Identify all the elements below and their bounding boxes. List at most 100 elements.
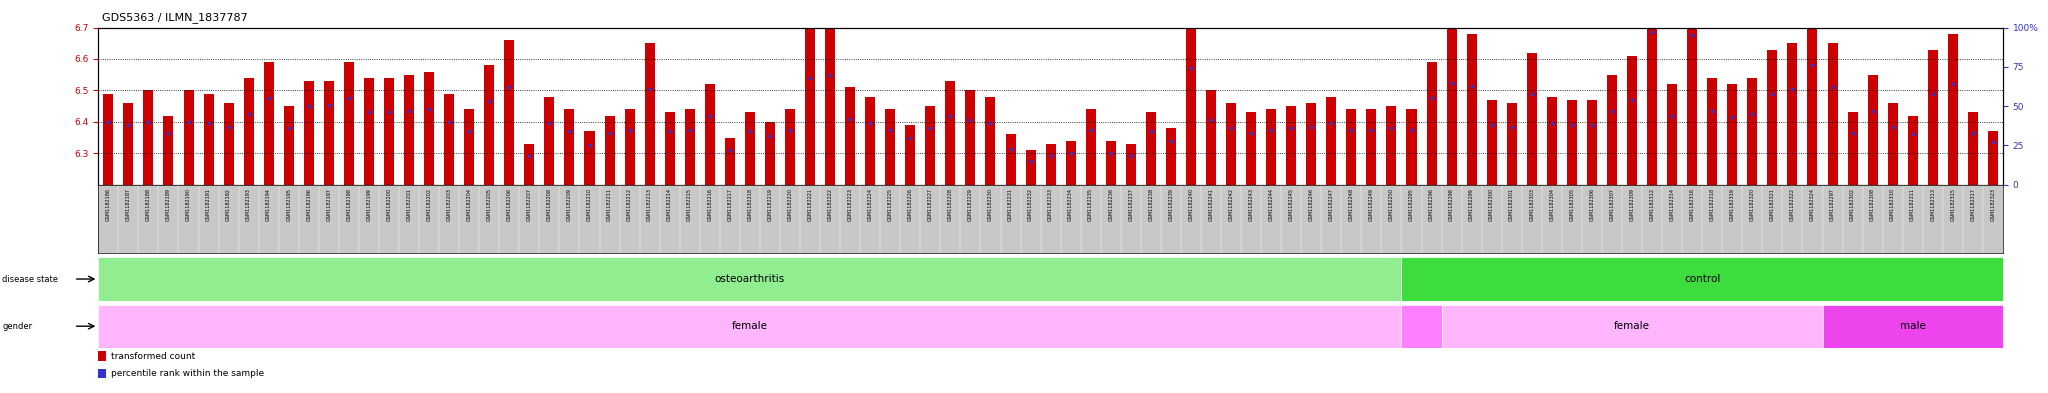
Text: GSM1182204: GSM1182204: [467, 188, 471, 221]
Text: GSM1182196: GSM1182196: [307, 188, 311, 221]
Bar: [1366, 109, 1376, 185]
Text: GSM1182299: GSM1182299: [1468, 188, 1475, 221]
Text: GSM1182193: GSM1182193: [246, 188, 252, 221]
Bar: [1587, 100, 1597, 185]
Bar: [645, 43, 655, 185]
Text: GSM1182239: GSM1182239: [1169, 188, 1174, 221]
Bar: [385, 78, 393, 185]
Text: GSM1182300: GSM1182300: [1489, 188, 1495, 221]
Text: GSM1182222: GSM1182222: [827, 188, 834, 221]
Text: transformed count: transformed count: [111, 352, 195, 360]
Bar: [1868, 75, 1878, 185]
Text: GSM1182301: GSM1182301: [1509, 188, 1513, 221]
Bar: [164, 116, 174, 185]
Text: GSM1182214: GSM1182214: [668, 188, 672, 221]
Bar: [1442, 305, 1823, 348]
Bar: [565, 109, 573, 185]
Text: GSM1182192: GSM1182192: [225, 188, 231, 221]
Text: GSM1182208: GSM1182208: [547, 188, 551, 221]
Bar: [545, 97, 555, 185]
Text: osteoarthritis: osteoarthritis: [715, 274, 784, 284]
Text: GSM1182309: GSM1182309: [1630, 188, 1634, 221]
Bar: [926, 106, 936, 185]
Text: percentile rank within the sample: percentile rank within the sample: [111, 369, 264, 378]
Text: GSM1182237: GSM1182237: [1128, 188, 1133, 221]
Bar: [324, 81, 334, 185]
Text: GSM1182223: GSM1182223: [848, 188, 852, 221]
Bar: [524, 144, 535, 185]
Bar: [504, 40, 514, 185]
Bar: [344, 62, 354, 185]
Text: GSM1182205: GSM1182205: [487, 188, 492, 221]
Text: GSM1182307: GSM1182307: [1610, 188, 1614, 221]
Bar: [1626, 56, 1636, 185]
Bar: [745, 112, 756, 185]
Bar: [264, 62, 274, 185]
Bar: [424, 72, 434, 185]
Text: GSM1182217: GSM1182217: [727, 188, 733, 221]
Text: GSM1182296: GSM1182296: [1430, 188, 1434, 221]
Bar: [1026, 150, 1036, 185]
Bar: [705, 84, 715, 185]
Text: male: male: [1901, 321, 1925, 331]
Bar: [885, 109, 895, 185]
Text: GSM1182319: GSM1182319: [1731, 188, 1735, 221]
Bar: [403, 75, 414, 185]
Text: control: control: [1683, 274, 1720, 284]
Text: GSM1182303: GSM1182303: [1530, 188, 1534, 221]
Text: disease state: disease state: [2, 275, 57, 283]
Bar: [905, 125, 915, 185]
Text: GSM1182194: GSM1182194: [266, 188, 270, 221]
Text: GSM1182225: GSM1182225: [887, 188, 893, 221]
Text: GSM1182218: GSM1182218: [748, 188, 752, 221]
Text: GSM1182324: GSM1182324: [1810, 188, 1815, 221]
Bar: [725, 138, 735, 185]
Text: GSM1182246: GSM1182246: [1309, 188, 1313, 221]
Bar: [1327, 97, 1335, 185]
Text: GSM1182187: GSM1182187: [125, 188, 131, 221]
Text: GSM1182243: GSM1182243: [1249, 188, 1253, 221]
Text: GSM1182206: GSM1182206: [506, 188, 512, 221]
Text: GSM1182314: GSM1182314: [1669, 188, 1675, 221]
Bar: [223, 103, 233, 185]
Text: GSM1182219: GSM1182219: [768, 188, 772, 221]
Bar: [1647, 0, 1657, 185]
Bar: [1726, 84, 1737, 185]
Text: GSM1182245: GSM1182245: [1288, 188, 1294, 221]
Text: GSM1182297: GSM1182297: [1831, 188, 1835, 221]
Bar: [1927, 50, 1937, 185]
Bar: [244, 78, 254, 185]
Text: GSM1182323: GSM1182323: [1991, 188, 1995, 221]
Text: GSM1182199: GSM1182199: [367, 188, 371, 221]
Bar: [1286, 106, 1296, 185]
Text: GSM1182236: GSM1182236: [1108, 188, 1114, 221]
Text: GSM1182189: GSM1182189: [166, 188, 170, 221]
Text: GSM1182317: GSM1182317: [1970, 188, 1976, 221]
Bar: [184, 90, 193, 185]
Text: GSM1182227: GSM1182227: [928, 188, 932, 221]
Text: GSM1182250: GSM1182250: [1389, 188, 1395, 221]
Bar: [1989, 131, 1999, 185]
Text: GSM1182232: GSM1182232: [1028, 188, 1032, 221]
Bar: [1266, 109, 1276, 185]
Text: GSM1182207: GSM1182207: [526, 188, 532, 221]
Text: GSM1182231: GSM1182231: [1008, 188, 1014, 221]
Bar: [1827, 43, 1837, 185]
Bar: [1487, 100, 1497, 185]
Text: GSM1182318: GSM1182318: [1710, 188, 1714, 221]
Bar: [1085, 109, 1096, 185]
Text: GSM1182242: GSM1182242: [1229, 188, 1233, 221]
Text: GSM1182302: GSM1182302: [1849, 188, 1855, 221]
Bar: [1346, 109, 1356, 185]
Bar: [764, 122, 774, 185]
Text: gender: gender: [2, 322, 33, 331]
Bar: [123, 103, 133, 185]
Bar: [1567, 100, 1577, 185]
Text: GSM1182238: GSM1182238: [1149, 188, 1153, 221]
Bar: [444, 94, 455, 185]
Text: GSM1182215: GSM1182215: [688, 188, 692, 221]
Bar: [1788, 43, 1798, 185]
Bar: [1767, 50, 1778, 185]
Bar: [465, 109, 475, 185]
Bar: [584, 131, 594, 185]
